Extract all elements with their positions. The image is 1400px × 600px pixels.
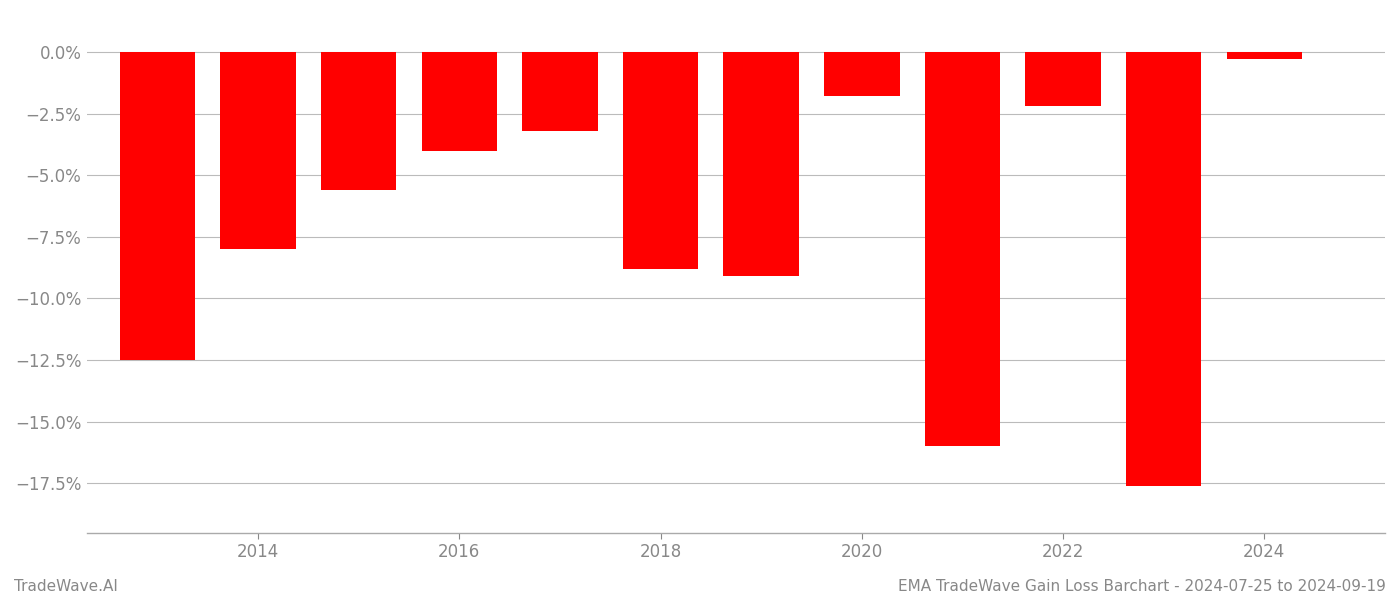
Bar	[120, 52, 195, 360]
Bar	[1226, 52, 1302, 59]
Bar	[924, 52, 1000, 446]
Text: EMA TradeWave Gain Loss Barchart - 2024-07-25 to 2024-09-19: EMA TradeWave Gain Loss Barchart - 2024-…	[899, 579, 1386, 594]
Bar	[1025, 52, 1100, 106]
Bar	[825, 52, 900, 97]
Text: TradeWave.AI: TradeWave.AI	[14, 579, 118, 594]
Bar	[220, 52, 295, 249]
Bar	[522, 52, 598, 131]
Bar	[724, 52, 799, 276]
Bar	[1126, 52, 1201, 486]
Bar	[623, 52, 699, 269]
Bar	[421, 52, 497, 151]
Bar	[321, 52, 396, 190]
